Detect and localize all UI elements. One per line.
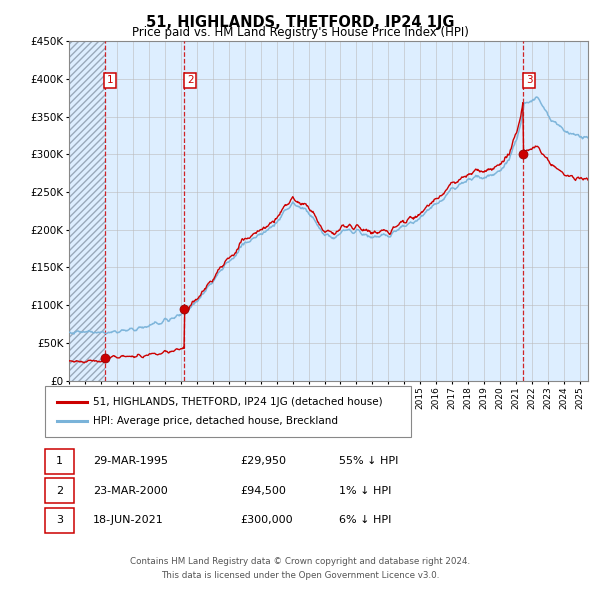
Text: 3: 3 bbox=[56, 516, 63, 525]
Text: Price paid vs. HM Land Registry's House Price Index (HPI): Price paid vs. HM Land Registry's House … bbox=[131, 26, 469, 39]
Text: Contains HM Land Registry data © Crown copyright and database right 2024.: Contains HM Land Registry data © Crown c… bbox=[130, 557, 470, 566]
Text: 23-MAR-2000: 23-MAR-2000 bbox=[93, 486, 168, 496]
Text: 1% ↓ HPI: 1% ↓ HPI bbox=[339, 486, 391, 496]
Text: 3: 3 bbox=[526, 76, 533, 86]
Text: 1: 1 bbox=[56, 457, 63, 466]
Text: £29,950: £29,950 bbox=[240, 457, 286, 466]
Text: £94,500: £94,500 bbox=[240, 486, 286, 496]
Text: 2: 2 bbox=[187, 76, 193, 86]
Text: 55% ↓ HPI: 55% ↓ HPI bbox=[339, 457, 398, 466]
Text: 51, HIGHLANDS, THETFORD, IP24 1JG: 51, HIGHLANDS, THETFORD, IP24 1JG bbox=[146, 15, 454, 30]
Text: £300,000: £300,000 bbox=[240, 516, 293, 525]
Text: 2: 2 bbox=[56, 486, 63, 496]
Text: 6% ↓ HPI: 6% ↓ HPI bbox=[339, 516, 391, 525]
Text: 29-MAR-1995: 29-MAR-1995 bbox=[93, 457, 168, 466]
Text: HPI: Average price, detached house, Breckland: HPI: Average price, detached house, Brec… bbox=[93, 417, 338, 426]
Bar bbox=[69, 41, 104, 381]
Text: This data is licensed under the Open Government Licence v3.0.: This data is licensed under the Open Gov… bbox=[161, 571, 439, 580]
Text: 1: 1 bbox=[107, 76, 113, 86]
Text: 18-JUN-2021: 18-JUN-2021 bbox=[93, 516, 164, 525]
Text: 51, HIGHLANDS, THETFORD, IP24 1JG (detached house): 51, HIGHLANDS, THETFORD, IP24 1JG (detac… bbox=[93, 397, 383, 407]
